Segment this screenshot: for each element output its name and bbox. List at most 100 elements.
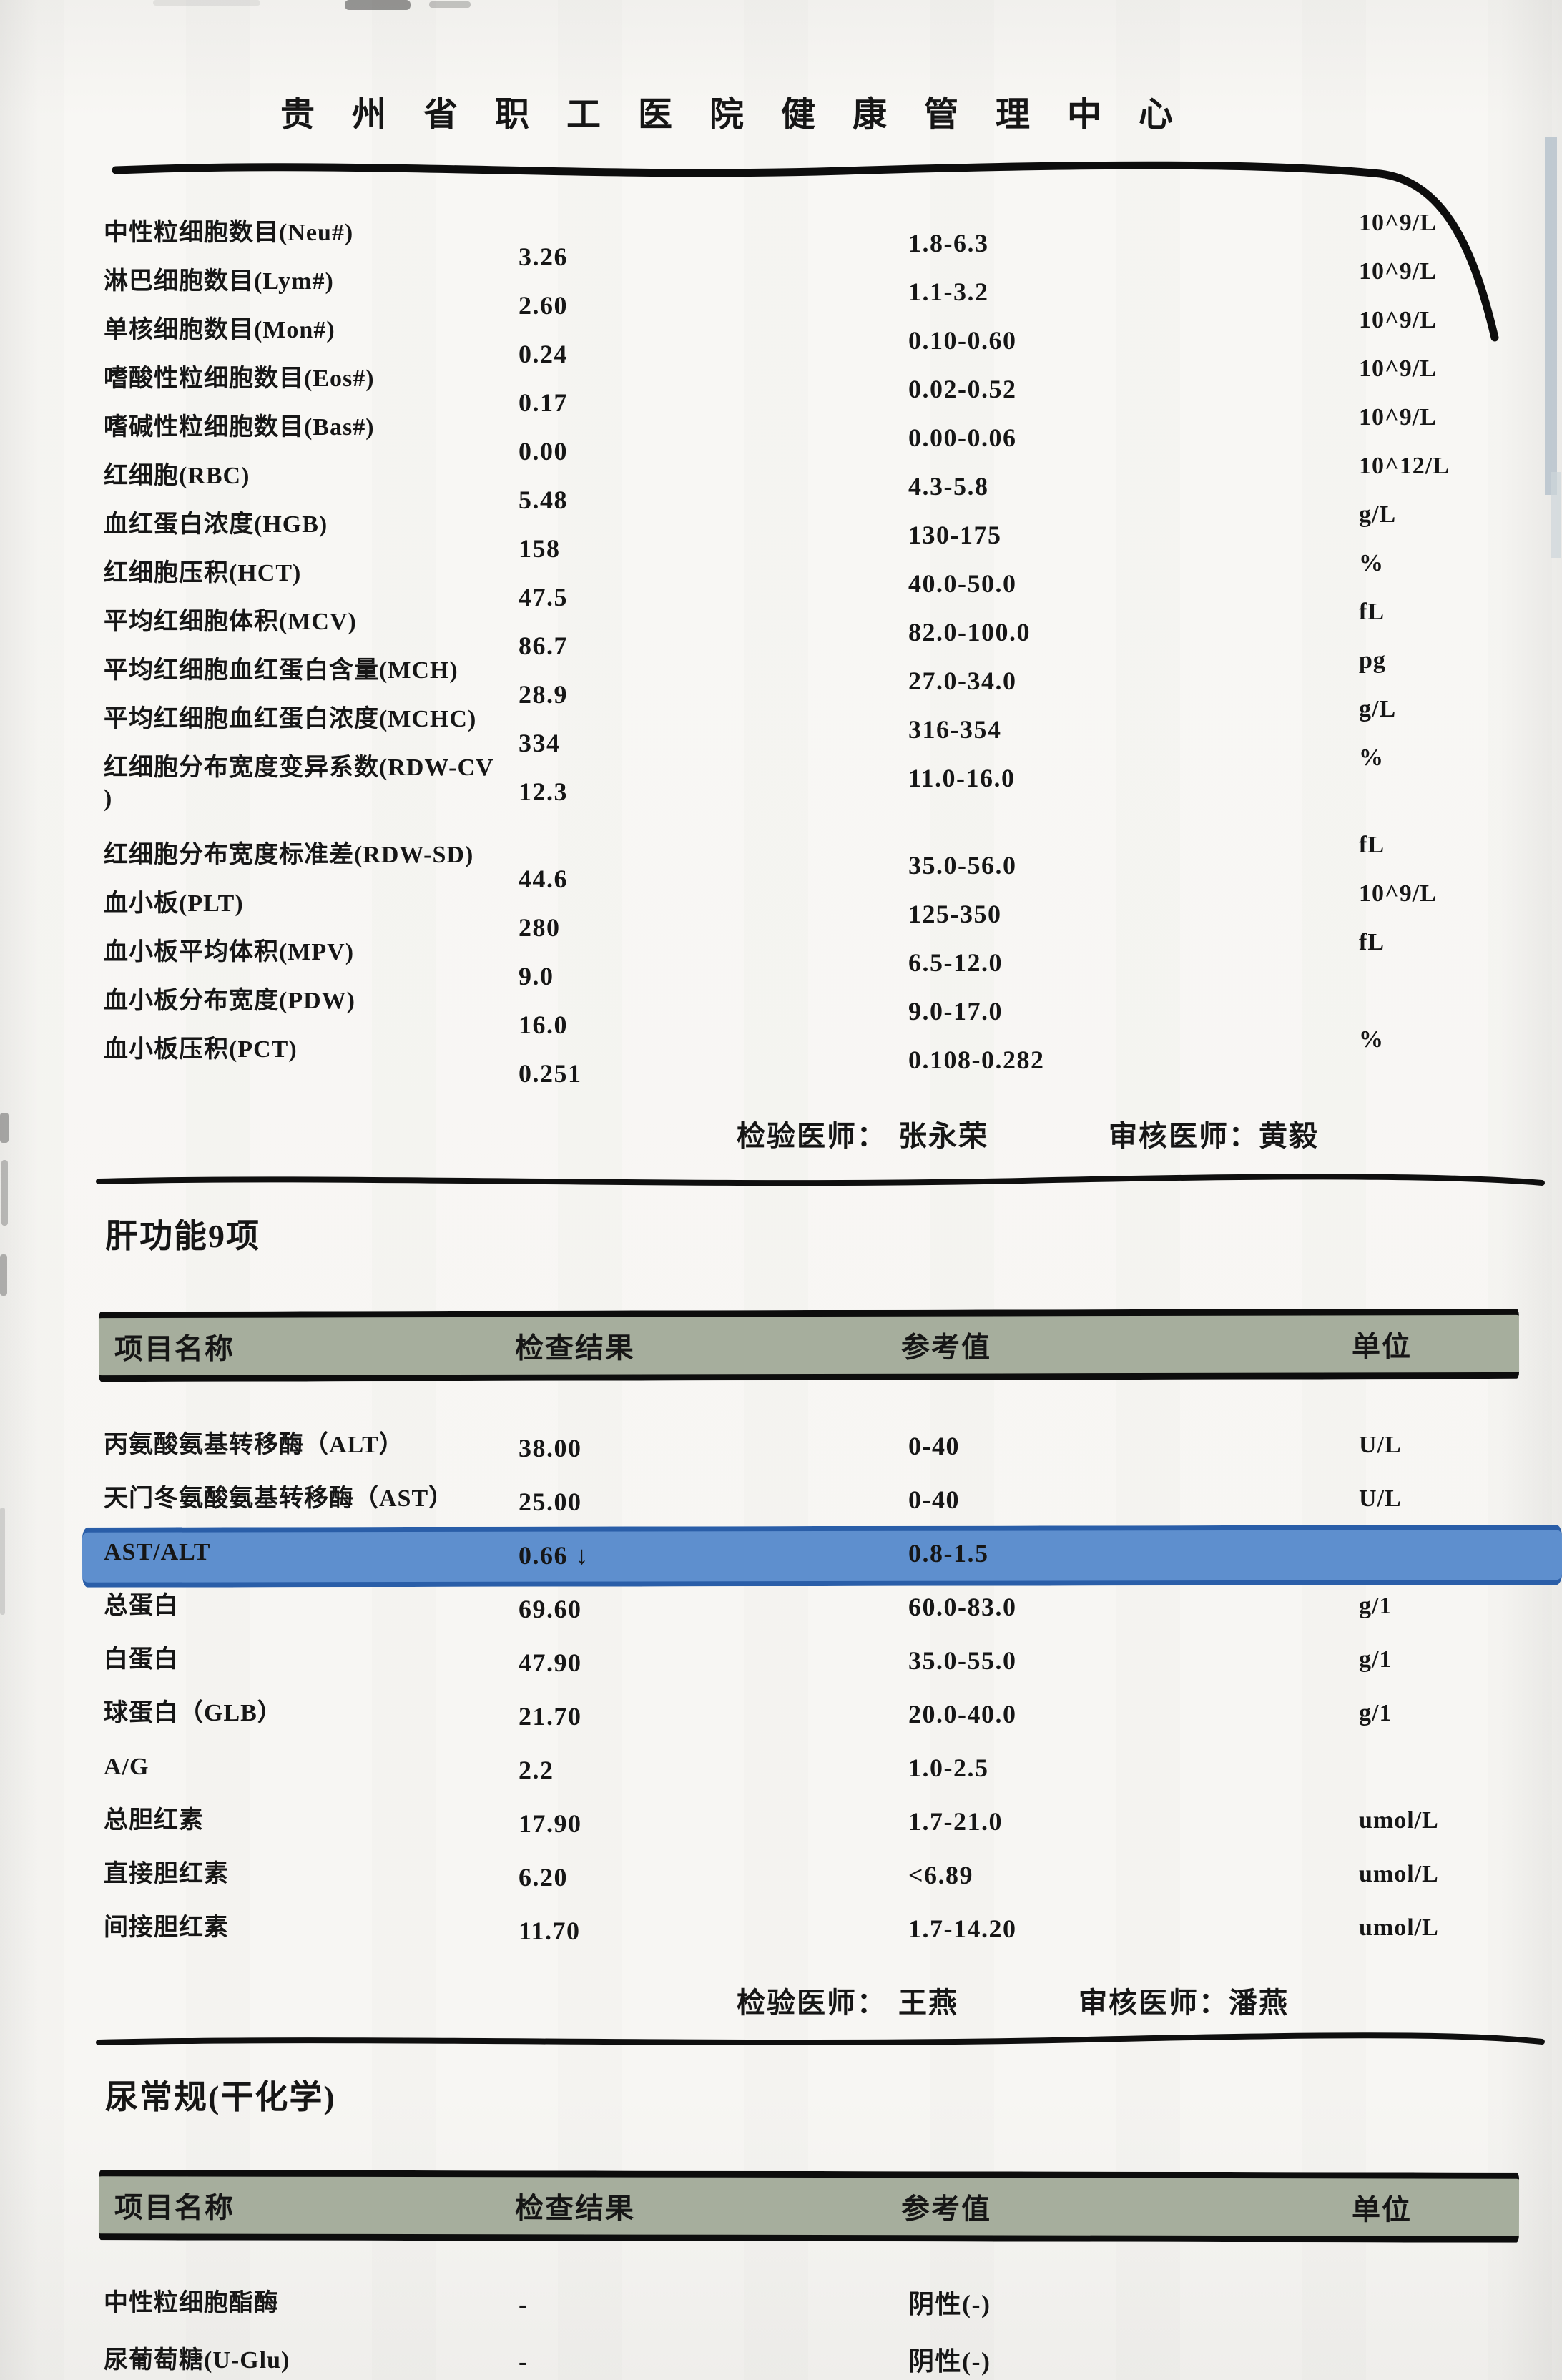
- test-name: 单核细胞数目(Mon#): [104, 317, 335, 343]
- header-result: 检查结果: [514, 1332, 636, 1364]
- examiner-name: 张永荣: [898, 1120, 988, 1152]
- test-name: 红细胞分布宽度标准差(RDW-SD): [104, 842, 474, 868]
- header-result: 检查结果: [514, 2192, 636, 2225]
- test-result: 16.0: [519, 1010, 568, 1039]
- cbc-table-row: 血小板分布宽度(PDW) 16.0 9.0-17.0: [104, 986, 1562, 1039]
- header-item: 项目名称: [114, 2191, 235, 2224]
- cbc-signature-row: 检验医师： 张永荣 审核医师：黄毅: [737, 1113, 1319, 1154]
- test-unit: 10^9/L: [1359, 307, 1437, 333]
- test-name: 直接胆红素: [104, 1861, 229, 1887]
- cbc-table-row: 平均红细胞血红蛋白浓度(MCHC) 334 316-354 g/L: [104, 696, 1562, 757]
- test-reference-range: 130-175: [908, 521, 1002, 549]
- urine-table-header: 项目名称 检查结果 参考值 单位: [98, 2170, 1520, 2243]
- test-reference-range: 316-354: [908, 715, 1002, 744]
- cbc-table-row: 淋巴细胞数目(Lym#) 2.60 1.1-3.2 10^9/L: [104, 258, 1562, 320]
- cbc-table-row: 中性粒细胞数目(Neu#) 3.26 1.8-6.3 10^9/L: [104, 210, 1562, 271]
- cbc-table-row: 红细胞(RBC) 5.48 4.3-5.8 10^12/L: [104, 453, 1562, 514]
- cbc-table-row: 嗜碱性粒细胞数目(Bas#) 0.00 0.00-0.06 10^9/L: [104, 404, 1562, 466]
- section-divider-1: [96, 1174, 1545, 1186]
- test-unit: %: [1359, 550, 1384, 576]
- test-unit: 10^9/L: [1359, 210, 1437, 236]
- test-result: 2.2: [519, 1756, 554, 1784]
- examiner-label: 检验医师：: [737, 1987, 887, 2019]
- test-reference-range: 27.0-34.0: [908, 667, 1017, 695]
- cbc-table-row: 红细胞压积(HCT) 47.5 40.0-50.0 %: [104, 550, 1562, 611]
- edge-mark: [1, 1160, 8, 1226]
- test-name: 丙氨酸氨基转移酶（ALT）: [104, 1432, 404, 1458]
- liver-signature-row: 检验医师： 王燕 审核医师：潘燕: [737, 1980, 1289, 2021]
- header-reference: 参考值: [900, 1331, 992, 1364]
- test-reference-range: 0-40: [908, 1485, 960, 1514]
- test-result: 44.6: [519, 865, 568, 893]
- test-name: 血小板分布宽度(PDW): [104, 988, 355, 1014]
- liver-table-row: 总蛋白 69.60 60.0-83.0 g/1: [104, 1591, 1562, 1645]
- test-reference-range: 1.7-14.20: [908, 1914, 1017, 1943]
- test-result: 0.00: [519, 437, 568, 466]
- test-reference-range: 1.0-2.5: [908, 1754, 989, 1782]
- test-result: 47.5: [519, 583, 568, 611]
- test-result: 3.26: [519, 242, 568, 271]
- test-result: 5.48: [519, 486, 568, 514]
- cbc-table-row: 血红蛋白浓度(HGB) 158 130-175 g/L: [104, 501, 1562, 563]
- test-reference-range: 0.00-0.06: [908, 423, 1017, 452]
- test-unit: 10^12/L: [1359, 453, 1450, 479]
- cbc-table-row: 血小板压积(PCT) 0.251 0.108-0.282 %: [104, 1026, 1562, 1088]
- test-unit: U/L: [1359, 1432, 1402, 1458]
- examiner-name: 王燕: [898, 1987, 958, 2019]
- test-unit: g/L: [1359, 696, 1397, 722]
- test-result: 6.20: [519, 1863, 568, 1892]
- test-name: 尿葡萄糖(U-Glu): [104, 2347, 290, 2374]
- test-result: 25.00: [519, 1488, 582, 1516]
- test-reference-range: 35.0-56.0: [908, 851, 1017, 880]
- examiner-label: 检验医师：: [737, 1120, 887, 1152]
- liver-table-row: 丙氨酸氨基转移酶（ALT） 38.00 0-40 U/L: [104, 1430, 1562, 1484]
- test-reference-range: 0.108-0.282: [908, 1046, 1045, 1074]
- reviewer-label: 审核医师：: [1079, 1987, 1229, 2019]
- test-unit: g/1: [1359, 1593, 1392, 1619]
- test-result: 11.70: [519, 1917, 581, 1945]
- test-reference-range: 20.0-40.0: [908, 1700, 1017, 1729]
- test-unit: 10^9/L: [1359, 355, 1437, 382]
- test-unit: U/L: [1359, 1485, 1402, 1512]
- test-name: 红细胞压积(HCT): [104, 560, 302, 586]
- test-result: 0.251: [519, 1059, 582, 1088]
- liver-table-row: 白蛋白 47.90 35.0-55.0 g/1: [104, 1645, 1562, 1698]
- test-unit: g/L: [1359, 501, 1397, 528]
- test-result: 0.66 ↓: [519, 1541, 589, 1570]
- reviewer-label: 审核医师：: [1109, 1120, 1259, 1152]
- test-name: 总胆红素: [104, 1807, 204, 1834]
- test-reference-range: <6.89: [908, 1861, 974, 1889]
- liver-table-row: 球蛋白（GLB） 21.70 20.0-40.0 g/1: [104, 1698, 1562, 1752]
- test-result: 38.00: [519, 1434, 582, 1462]
- test-result: 28.9: [519, 680, 568, 709]
- cbc-table-row: 嗜酸性粒细胞数目(Eos#) 0.17 0.02-0.52 10^9/L: [104, 355, 1562, 417]
- test-unit: %: [1359, 1026, 1384, 1053]
- liver-results-table: 丙氨酸氨基转移酶（ALT） 38.00 0-40 U/L 天门冬氨酸氨基转移酶（…: [104, 1430, 1562, 1967]
- liver-section-title: 肝功能9项: [105, 1218, 260, 1254]
- test-reference-range: 0.02-0.52: [908, 375, 1017, 403]
- liver-table-row: 总胆红素 17.90 1.7-21.0 umol/L: [104, 1806, 1562, 1859]
- test-unit: %: [1359, 744, 1384, 771]
- reviewer-name: 黄毅: [1259, 1120, 1319, 1152]
- test-result: 69.60: [519, 1595, 582, 1623]
- test-unit: 10^9/L: [1359, 258, 1437, 285]
- section-divider-2: [96, 2032, 1545, 2046]
- test-result: 86.7: [519, 631, 568, 660]
- test-reference-range: 82.0-100.0: [908, 618, 1031, 646]
- test-reference-range: 6.5-12.0: [908, 948, 1003, 977]
- test-reference-range: 4.3-5.8: [908, 472, 989, 501]
- cbc-table-row: 血小板平均体积(MPV) 9.0 6.5-12.0 fL: [104, 929, 1562, 990]
- scan-smudge: [345, 0, 411, 10]
- header-reference: 参考值: [900, 2193, 992, 2226]
- test-unit: fL: [1359, 599, 1385, 625]
- test-name: 血红蛋白浓度(HGB): [104, 511, 328, 538]
- test-reference-range: 9.0-17.0: [908, 997, 1003, 1026]
- test-name: 天门冬氨酸氨基转移酶（AST）: [104, 1485, 454, 1512]
- test-result: 280: [519, 913, 561, 942]
- cbc-table-row: 血小板(PLT) 280 125-350 10^9/L: [104, 880, 1562, 942]
- test-name: 血小板压积(PCT): [104, 1036, 298, 1063]
- urine-section-title: 尿常规(干化学): [105, 2079, 336, 2115]
- header-unit: 单位: [1351, 1330, 1413, 1363]
- liver-table-row: 直接胆红素 6.20 <6.89 umol/L: [104, 1859, 1562, 1913]
